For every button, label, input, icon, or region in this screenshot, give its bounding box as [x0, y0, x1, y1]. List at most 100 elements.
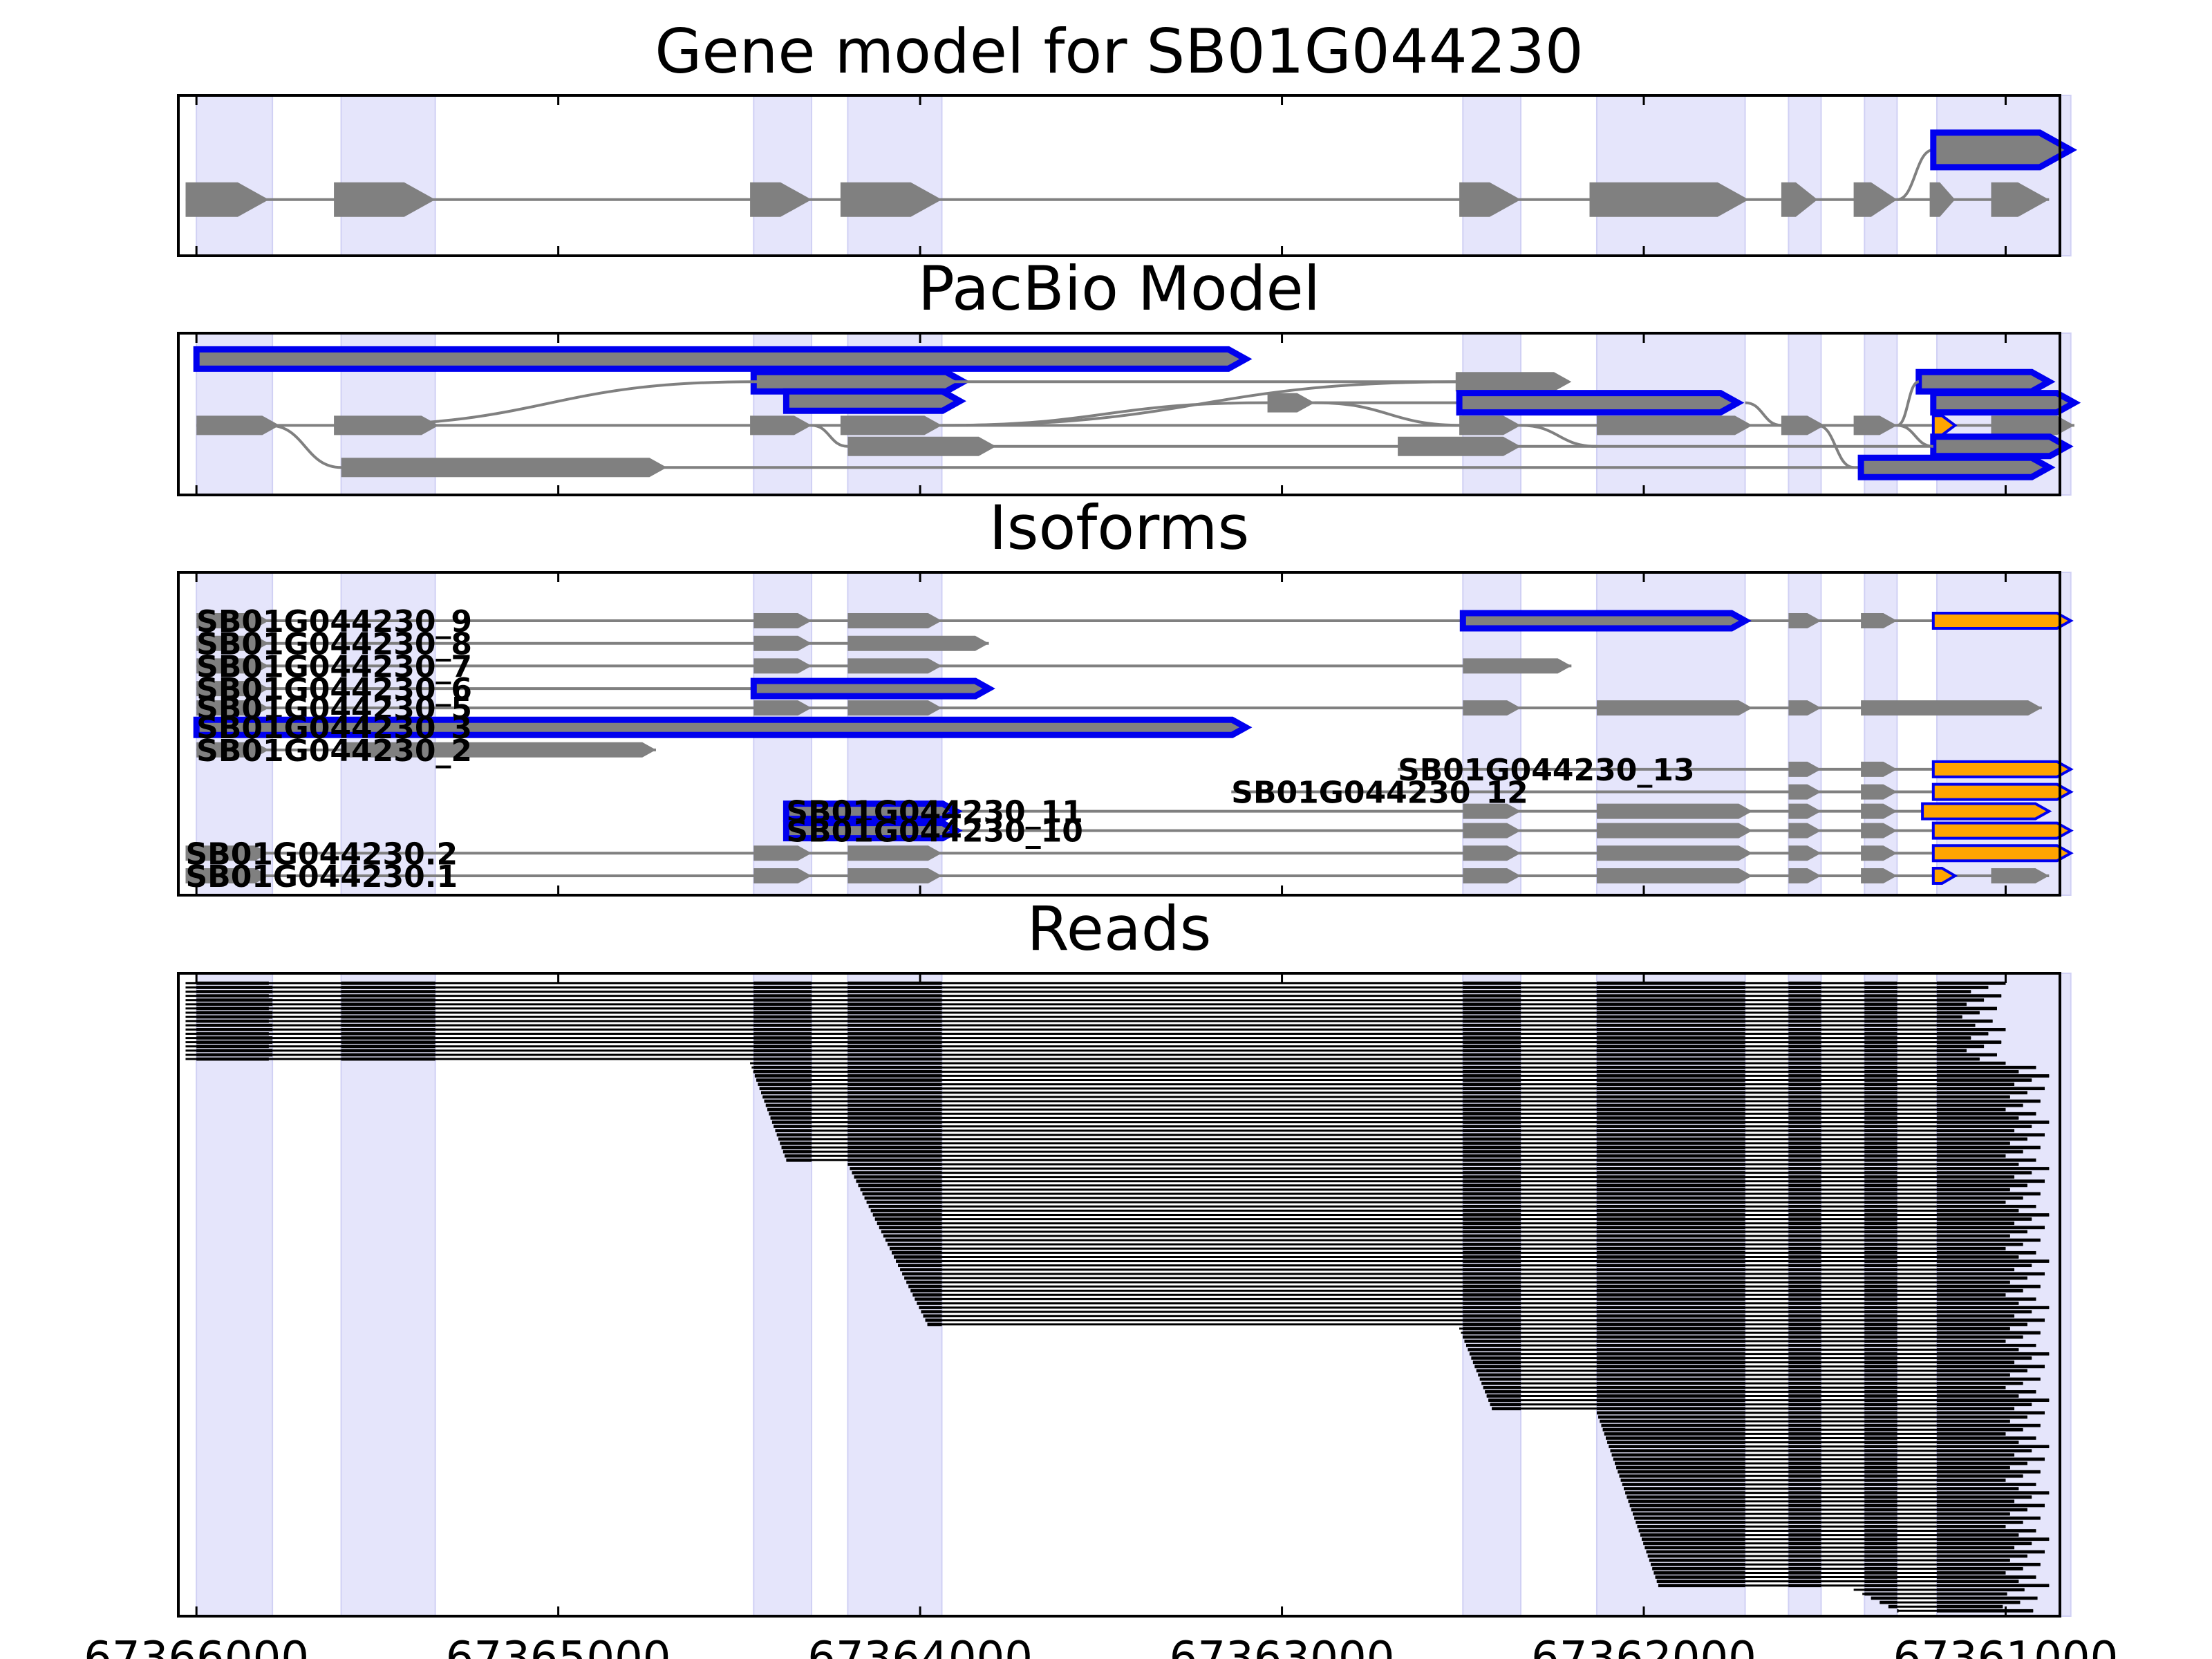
read-block [1788, 1327, 1821, 1331]
read-block [1788, 1284, 1821, 1288]
read-block [1463, 1280, 1521, 1284]
read-block [1463, 1306, 1521, 1309]
panel-title: Isoforms [989, 492, 1250, 563]
read-block [1605, 1436, 1745, 1440]
exon-arrow [196, 742, 269, 758]
read-block [753, 1036, 812, 1040]
read-block [883, 1234, 942, 1238]
read-block [1937, 1479, 2006, 1482]
read-block [1937, 1297, 2036, 1301]
read-block [1788, 1562, 1821, 1566]
read-block [1864, 1078, 1897, 1082]
exon-arrow [1788, 784, 1821, 800]
exon-arrow [847, 613, 942, 628]
exon-arrow [1456, 390, 1745, 416]
read-block [1596, 1091, 1745, 1095]
exon-arrow [1459, 182, 1521, 217]
read-block [1596, 1331, 1745, 1335]
isoform-label: SB01G044230_8 [196, 627, 472, 662]
read-block [1937, 1327, 2010, 1331]
read-block [1864, 1373, 1897, 1377]
read-block [1937, 1221, 2015, 1226]
read-block [1864, 1436, 1897, 1440]
read-block [1596, 1322, 1745, 1327]
exon-arrow [1788, 845, 1821, 861]
exon-arrow [1781, 415, 1825, 435]
read-block [1474, 1365, 1521, 1369]
read-block [1788, 1445, 1821, 1449]
read-block [758, 1082, 812, 1086]
read-block [1596, 1099, 1745, 1103]
exon-arrow [196, 658, 269, 674]
read-block [847, 986, 942, 989]
read-block [1788, 1352, 1821, 1356]
read-block [753, 994, 812, 998]
read-block [1937, 1049, 1967, 1053]
read-block [1864, 1049, 1897, 1053]
read-block [1788, 1158, 1821, 1162]
read-block [1472, 1360, 1521, 1365]
read-block [1788, 1171, 1821, 1174]
read-block [1788, 1036, 1821, 1040]
read-block [1463, 1019, 1521, 1023]
read-block [1788, 1373, 1821, 1377]
read-block [1864, 1562, 1897, 1566]
read-block [885, 1238, 942, 1242]
read-block [341, 1040, 435, 1044]
read-block [1864, 1167, 1897, 1170]
read-block [1788, 1483, 1821, 1486]
read-block [1864, 1226, 1897, 1230]
exon-arrow [1861, 761, 1897, 777]
read-block [1596, 1403, 1745, 1407]
read-block [759, 1087, 812, 1091]
exon-arrow [341, 742, 656, 758]
read-block [1788, 1318, 1821, 1322]
read-block [1937, 1533, 2019, 1537]
read-block [1788, 1145, 1821, 1150]
read-block [1788, 1069, 1821, 1074]
read-block [1463, 1179, 1521, 1183]
read-block [1634, 1516, 1745, 1520]
read-block [1937, 1125, 2032, 1128]
read-block [917, 1302, 942, 1305]
read-block [1937, 1238, 2041, 1242]
read-block [1788, 1028, 1821, 1031]
read-block [1476, 1369, 1521, 1373]
read-block [1864, 1116, 1897, 1120]
read-block [753, 1040, 812, 1044]
read-block [1937, 1061, 2006, 1065]
read-block [847, 990, 942, 993]
read-block [1596, 1407, 1745, 1411]
read-block [1937, 1057, 1980, 1061]
exon-arrow [196, 613, 269, 628]
read-block [196, 1049, 273, 1053]
read-block [1788, 1377, 1821, 1381]
exon-arrow [1455, 372, 1572, 392]
splice-branch [1817, 424, 1854, 469]
read-block [753, 1061, 812, 1065]
read-block [847, 1107, 942, 1112]
read-block [890, 1246, 942, 1250]
read-block [1864, 1213, 1897, 1217]
x-axis: 67366000 67365000 67364000 67363000 67362000… [84, 1633, 2118, 1659]
read-block [765, 1103, 812, 1107]
read-block [1937, 1394, 2019, 1398]
exon-arrow [1463, 700, 1521, 716]
read-block [1864, 1335, 1897, 1339]
read-block [196, 1002, 273, 1006]
read-block [1864, 1483, 1897, 1486]
read-block [1937, 1204, 2036, 1208]
read-block [1478, 1373, 1521, 1377]
read-block [1788, 1032, 1821, 1035]
read-block [1463, 1322, 1521, 1327]
read-block [1864, 1441, 1897, 1444]
read-block [1937, 1575, 2036, 1579]
read-block [782, 1150, 812, 1154]
read-block [1937, 1137, 2027, 1141]
read-block [1937, 1154, 2006, 1158]
read-block [1788, 1533, 1821, 1537]
read-block [1788, 1546, 1821, 1550]
read-block [1788, 1129, 1821, 1133]
read-block [1864, 1318, 1897, 1322]
read-block [196, 1011, 273, 1015]
